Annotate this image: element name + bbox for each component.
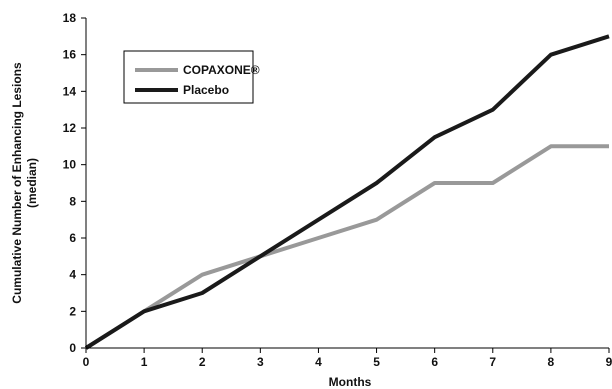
x-tick-label: 0 (83, 355, 90, 369)
legend-label-placebo: Placebo (183, 83, 229, 97)
x-tick-label: 5 (373, 355, 380, 369)
series-line-0 (84, 144, 609, 350)
y-axis-title-line-1: Cumulative Number of Enhancing Lesions (10, 62, 24, 304)
x-tick-label: 3 (257, 355, 264, 369)
legend-box (123, 50, 254, 104)
y-tick-label: 0 (69, 341, 76, 355)
x-tick-label: 2 (199, 355, 206, 369)
y-tick-label: 16 (63, 48, 77, 62)
y-axis-title-line-2: (median) (25, 158, 39, 208)
y-tick-label: 4 (69, 268, 76, 282)
x-tick-label: 4 (315, 355, 322, 369)
series-line-1 (84, 34, 610, 350)
x-axis-title: Months (329, 375, 372, 389)
x-tick-label: 8 (548, 355, 555, 369)
legend-label-copaxone: COPAXONE® (183, 63, 260, 77)
x-tick-label: 7 (489, 355, 496, 369)
y-tick-label: 12 (63, 121, 77, 135)
y-tick-label: 2 (69, 304, 76, 318)
y-tick-label: 18 (63, 11, 77, 25)
y-tick-label: 8 (69, 194, 76, 208)
series-lines (84, 34, 610, 350)
legend: COPAXONE® Placebo (123, 50, 260, 104)
y-tick-label: 10 (63, 158, 77, 172)
y-tick-label: 14 (63, 84, 77, 98)
x-tick-label: 9 (606, 355, 612, 369)
x-tick-label: 6 (431, 355, 438, 369)
y-axis-title: Cumulative Number of Enhancing Lesions (… (10, 62, 39, 304)
y-tick-label: 6 (69, 231, 76, 245)
x-tick-label: 1 (141, 355, 148, 369)
